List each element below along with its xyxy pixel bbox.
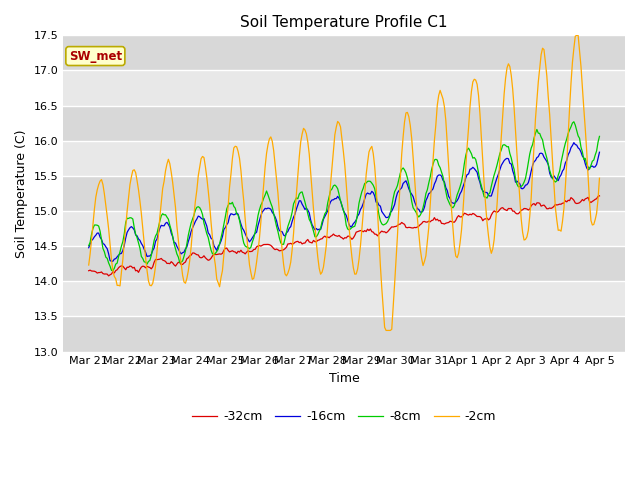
-32cm xyxy=(264,241,272,247)
-16cm xyxy=(149,248,157,253)
Line: -32cm: -32cm xyxy=(89,196,600,276)
Bar xyxy=(63,176,625,211)
-2cm xyxy=(147,283,155,288)
-32cm xyxy=(310,238,317,243)
-8cm xyxy=(568,120,576,126)
Text: SW_met: SW_met xyxy=(68,49,122,62)
Bar xyxy=(63,141,625,176)
-16cm xyxy=(239,225,246,231)
Line: -8cm: -8cm xyxy=(89,122,600,271)
Bar xyxy=(63,316,625,351)
-32cm xyxy=(85,268,93,274)
-2cm xyxy=(85,262,93,268)
-2cm xyxy=(308,188,316,194)
-16cm xyxy=(264,205,272,211)
-8cm xyxy=(109,268,116,274)
-8cm xyxy=(310,228,317,234)
-8cm xyxy=(149,245,157,251)
-32cm xyxy=(568,196,576,202)
-16cm xyxy=(596,149,604,155)
Bar xyxy=(63,281,625,316)
-16cm xyxy=(255,218,263,224)
Bar xyxy=(63,246,625,281)
-16cm xyxy=(568,143,576,148)
-32cm xyxy=(105,273,113,279)
Line: -16cm: -16cm xyxy=(89,143,600,261)
Bar xyxy=(63,211,625,246)
-32cm xyxy=(239,249,246,255)
-2cm xyxy=(596,175,604,181)
-8cm xyxy=(264,192,272,198)
-8cm xyxy=(239,234,246,240)
-16cm xyxy=(85,245,93,251)
X-axis label: Time: Time xyxy=(329,372,360,385)
-8cm xyxy=(255,207,263,213)
-8cm xyxy=(596,133,604,139)
Y-axis label: Soil Temperature (C): Soil Temperature (C) xyxy=(15,129,28,258)
-2cm xyxy=(568,60,576,65)
Bar xyxy=(63,106,625,141)
Legend: -32cm, -16cm, -8cm, -2cm: -32cm, -16cm, -8cm, -2cm xyxy=(187,405,501,428)
-16cm xyxy=(108,258,115,264)
-8cm xyxy=(570,119,578,125)
-2cm xyxy=(254,248,262,254)
-2cm xyxy=(573,33,580,38)
-2cm xyxy=(382,327,390,333)
Line: -2cm: -2cm xyxy=(89,36,600,330)
-16cm xyxy=(570,140,578,145)
-2cm xyxy=(262,151,270,156)
Bar xyxy=(63,71,625,106)
-8cm xyxy=(85,243,93,249)
-32cm xyxy=(255,243,263,249)
Bar xyxy=(63,36,625,71)
Title: Soil Temperature Profile C1: Soil Temperature Profile C1 xyxy=(241,15,448,30)
-2cm xyxy=(237,168,244,174)
-32cm xyxy=(596,193,604,199)
-32cm xyxy=(149,264,157,270)
-16cm xyxy=(310,224,317,230)
